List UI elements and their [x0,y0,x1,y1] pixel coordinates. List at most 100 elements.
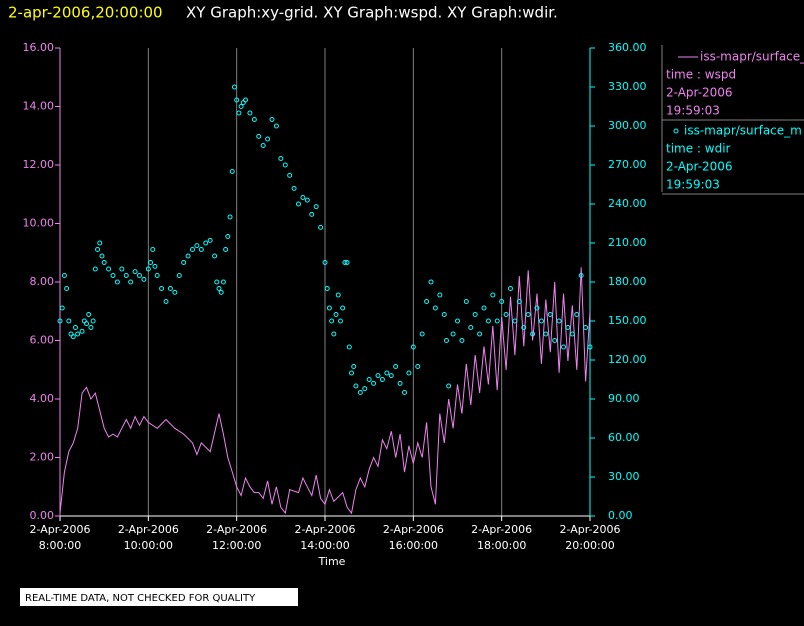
x-tick-label: 2-Apr-2006 [118,523,179,536]
wdir-point [163,299,169,304]
y-tick-label: 2.00 [30,451,55,464]
x-tick-label: 8:00:00 [39,539,81,552]
wdir-point [79,328,85,334]
wdir-point [419,331,425,337]
wdir-point [148,260,154,265]
y-tick-label: 14.00 [23,100,55,113]
legend-variable: time : wdir [666,142,731,156]
wdir-point [265,136,271,142]
x-tick-label: 2-Apr-2006 [559,523,620,536]
wdir-point [587,344,593,350]
wdir-point [351,364,357,369]
wdir-point [251,117,257,122]
wdir-point [379,377,385,382]
wdir-point [340,305,346,311]
wdir-point [75,331,81,337]
wdir-point [84,321,89,327]
wdir-point [318,224,324,230]
wdir-point [106,266,112,272]
x-tick-label: 2-Apr-2006 [383,523,444,536]
x-tick-label: 2-Apr-2006 [471,523,532,536]
wdir-point [357,390,363,395]
wdir-point [291,185,297,191]
wdir-point [331,331,337,337]
wdir-point [481,305,487,311]
wdir-point [145,266,151,272]
wdir-point [207,237,213,243]
wdir-point [194,243,200,249]
x-tick-label: 12:00:00 [212,539,261,552]
wdir-point [366,377,372,382]
y2-tick-label: 180.00 [608,275,647,288]
wdir-point [198,247,204,252]
wdir-point [114,279,120,285]
wdir-point [61,273,67,278]
wdir-point [538,318,544,324]
wdir-point [371,380,377,386]
wdir-point [543,331,549,337]
chart-title: 2-apr-2006,20:00:00 [8,4,163,22]
wdir-point [287,172,293,178]
wdir-point [530,331,536,337]
legend-variable: time : wspd [666,68,736,82]
y2-tick-label: 30.00 [608,470,640,483]
wdir-point [428,279,434,285]
wdir-point [167,286,173,291]
wdir-point [432,305,438,311]
wdir-point [313,204,319,210]
wdir-point [393,364,399,369]
wdir-point [344,260,350,265]
wdir-point [99,253,105,259]
wdir-point [304,197,310,203]
y2-tick-label: 240.00 [608,197,647,210]
note-box [20,588,298,606]
wdir-point [269,117,275,122]
wdir-point [231,84,237,90]
wdir-point [335,292,341,298]
wdir-point [159,286,165,291]
wdir-point [329,318,335,324]
wdir-point [446,383,452,389]
wdir-point [234,97,240,103]
wdir-point [278,156,284,161]
wdir-point [565,325,571,330]
y-tick-label: 0.00 [30,509,55,522]
wdir-point [521,325,527,330]
wdir-point [503,312,509,317]
wspd-line [59,267,591,515]
wdir-point [534,305,540,311]
wdir-point [556,318,562,324]
wdir-point [477,331,483,337]
wdir-point [485,318,491,324]
wdir-point [243,97,248,103]
wdir-point [337,318,343,324]
wdir-point [441,312,447,317]
wdir-point [583,325,589,330]
wdir-point [229,169,235,174]
wdir-point [110,273,116,278]
wdir-point [66,318,72,324]
wdir-point [172,289,178,295]
note: REAL-TIME DATA, NOT CHECKED FOR QUALITY [25,593,256,604]
wdir-point [150,247,156,252]
wdir-point [214,279,220,285]
wdir-point [152,263,158,269]
legend-swatch [673,128,679,134]
wdir-point [223,247,229,252]
wdir-point [119,266,125,272]
wdir-point [410,344,416,350]
wdir-point [247,110,253,116]
wdir-point [137,273,142,278]
x-tick-label: 16:00:00 [389,539,438,552]
y2-tick-label: 270.00 [608,158,647,171]
wdir-point [181,260,187,265]
legend-time: 19:59:03 [666,104,720,118]
x-axis-label: Time [318,555,346,568]
wdir-point [70,334,76,340]
y-tick-label: 16.00 [23,41,55,54]
wdir-point [463,299,469,304]
y2-tick-label: 210.00 [608,236,647,249]
